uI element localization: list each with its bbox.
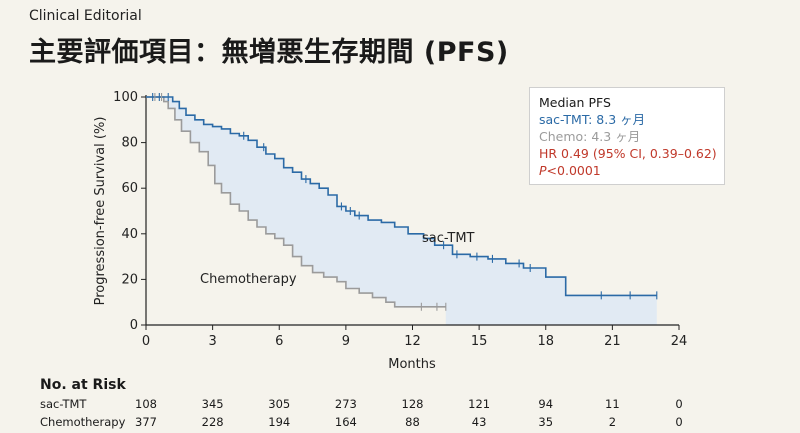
series-line-sac-tmt [146, 96, 657, 297]
at-risk-count: 2 [608, 415, 617, 429]
legend-hazard-ratio: HR 0.49 (95% CI, 0.39–0.62) [539, 146, 717, 161]
at-risk-count: 11 [605, 397, 620, 411]
at-risk-count: 43 [471, 415, 487, 429]
y-axis-label: Progression-free Survival (%) [93, 117, 108, 306]
at-risk-count: 108 [135, 397, 157, 411]
at-risk-title: No. at Risk [40, 377, 126, 393]
at-risk-count: 88 [405, 415, 420, 429]
series-label-chemotherapy: Chemotherapy [200, 272, 297, 287]
y-tick-label: 100 [113, 90, 138, 105]
x-tick-label: 9 [342, 334, 350, 349]
chart-axes: 0 20 40 60 80 100 0 3 6 9 12 15 18 21 24 [113, 90, 687, 349]
x-tick-label: 3 [208, 334, 216, 349]
at-risk-count: 0 [675, 415, 683, 429]
x-tick-label: 18 [537, 334, 554, 349]
at-risk-count: 345 [201, 397, 224, 411]
at-risk-count: 35 [538, 415, 554, 429]
y-tick-label: 80 [121, 136, 138, 151]
at-risk-count: 305 [268, 397, 291, 411]
series-label-sac-tmt: sac-TMT [422, 231, 475, 246]
at-risk-row: Chemotherapy 377 228 194 164 88 43 35 2 0 [0, 415, 800, 431]
at-risk-count: 0 [675, 397, 683, 411]
x-tick-label: 24 [671, 334, 688, 349]
at-risk-count: 194 [268, 415, 291, 429]
legend-sac-tmt: sac-TMT: 8.3 ヶ月 [539, 112, 646, 127]
x-axis-label: Months [388, 357, 436, 372]
page-title: 主要評価項目：無増悪生存期間 (PFS) [29, 37, 509, 68]
legend-chemo: Chemo: 4.3 ヶ月 [539, 129, 641, 144]
at-risk-count: 94 [538, 397, 554, 411]
p-value: <0.0001 [546, 163, 601, 178]
at-risk-row-label: Chemotherapy [40, 415, 126, 429]
y-tick-label: 60 [121, 181, 138, 196]
x-tick-label: 0 [142, 334, 150, 349]
legend-heading: Median PFS [539, 95, 611, 110]
x-tick-label: 15 [471, 334, 488, 349]
at-risk-row-label: sac-TMT [40, 397, 87, 411]
at-risk-count: 128 [401, 397, 424, 411]
at-risk-row: sac-TMT 108 345 305 273 128 121 94 11 0 [0, 397, 800, 413]
at-risk-count: 228 [201, 415, 224, 429]
legend-p-value: P<0.0001 [539, 162, 715, 179]
p-symbol: P [539, 163, 547, 178]
series-line-chemotherapy [146, 96, 446, 308]
y-tick-label: 0 [130, 318, 138, 333]
median-pfs-legend: Median PFS sac-TMT: 8.3 ヶ月 Chemo: 4.3 ヶ月… [529, 87, 725, 185]
y-tick-label: 40 [121, 227, 138, 242]
x-tick-label: 21 [604, 334, 621, 349]
x-tick-label: 6 [275, 334, 283, 349]
at-risk-count: 377 [135, 415, 157, 429]
censor-marks [152, 93, 658, 311]
at-risk-count: 273 [334, 397, 357, 411]
y-tick-label: 20 [121, 272, 138, 287]
at-risk-count: 164 [334, 415, 357, 429]
kicker: Clinical Editorial [29, 8, 142, 24]
x-tick-label: 12 [404, 334, 421, 349]
at-risk-count: 121 [468, 397, 491, 411]
